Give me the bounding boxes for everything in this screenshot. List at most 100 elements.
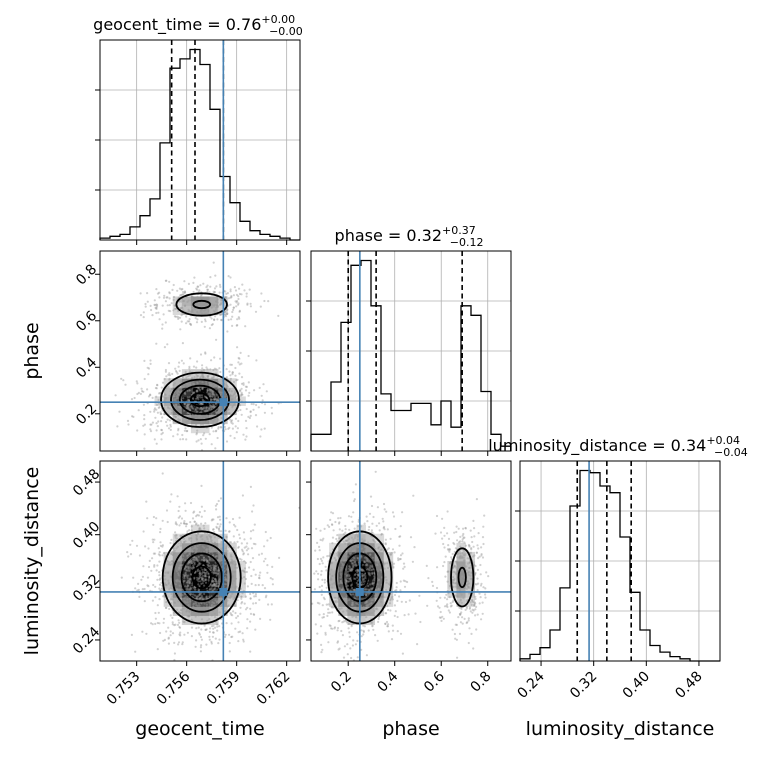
sample-point [371,581,374,584]
sample-point [143,447,146,450]
sample-point [154,622,157,626]
density-cell [163,561,174,571]
sample-point [384,622,387,626]
sample-point [186,585,189,588]
sample-point [182,554,185,558]
sample-point [211,585,214,588]
sample-point [248,566,251,569]
sample-point [169,598,172,601]
sample-point [171,595,174,598]
sample-point [160,429,163,432]
sample-point [173,558,176,561]
sample-point [218,599,221,602]
y-tick-label: 0.32 [70,571,103,604]
sample-point [461,582,464,585]
sample-point [187,574,190,577]
sample-point [349,592,352,596]
sample-point [158,392,161,395]
sample-point [165,509,169,512]
sample-point [183,579,186,582]
sample-point [151,623,154,626]
sample-point [369,612,372,615]
contour-line [450,547,475,608]
contour-line [192,299,212,310]
sample-point [179,438,182,441]
sample-point [215,399,218,402]
sample-point [340,629,343,633]
sample-point [364,575,367,578]
sample-point [229,276,232,279]
sample-point [203,527,206,530]
sample-point [375,594,378,598]
sample-point [232,306,235,309]
sample-point [216,397,219,401]
sample-point [356,571,359,574]
contour-line [457,566,467,589]
sample-point [186,581,189,584]
sample-point [250,547,254,550]
sample-point [181,307,184,310]
sample-point [213,612,216,615]
sample-point [342,656,346,659]
sample-point [201,387,204,390]
sample-point [190,578,193,581]
contour-line [161,530,242,625]
sample-point [243,538,246,541]
sample-point [231,517,235,521]
sample-point [159,541,162,544]
sample-point [171,623,174,626]
sample-point [235,399,239,402]
sample-point [176,578,179,582]
sample-point [213,318,216,321]
sample-point [167,637,170,640]
sample-point [321,616,324,619]
sample-point [476,589,479,592]
sample-point [252,529,255,532]
sample-point [185,404,188,407]
sample-point [202,407,205,410]
sample-point [384,612,387,615]
sample-point [474,571,477,575]
sample-point [250,582,253,586]
sample-point [187,308,190,311]
sample-point [156,604,159,607]
sample-point [373,545,376,548]
sample-point [458,606,461,609]
sample-point [173,658,176,661]
sample-point [452,576,455,579]
sample-point [375,524,378,527]
sample-point [191,311,194,314]
sample-point [344,539,347,542]
sample-point [259,617,262,621]
sample-point [215,601,218,604]
sample-point [167,636,170,639]
sample-point [209,537,212,541]
sample-point [183,552,186,555]
sample-point [172,309,175,312]
sample-point [204,351,207,354]
sample-point [212,290,215,293]
sample-point [230,294,233,298]
sample-point [350,567,353,570]
sample-point [229,374,232,377]
density-cell [365,561,376,571]
sample-point [366,606,369,609]
sample-point [341,589,344,592]
sample-point [459,535,462,539]
sample-point [356,556,359,560]
sample-point [184,571,187,574]
sample-point [463,550,466,553]
sample-point [452,579,455,582]
sample-point [190,381,193,384]
density-cell [456,597,466,607]
sample-point [329,518,332,522]
sample-point [444,575,447,578]
sample-point [462,556,465,559]
sample-point [210,640,213,644]
sample-point [328,624,331,627]
sample-point [345,579,348,583]
sample-point [199,562,202,565]
sample-point [380,597,383,600]
sample-point [227,605,230,608]
sample-point [233,570,236,574]
